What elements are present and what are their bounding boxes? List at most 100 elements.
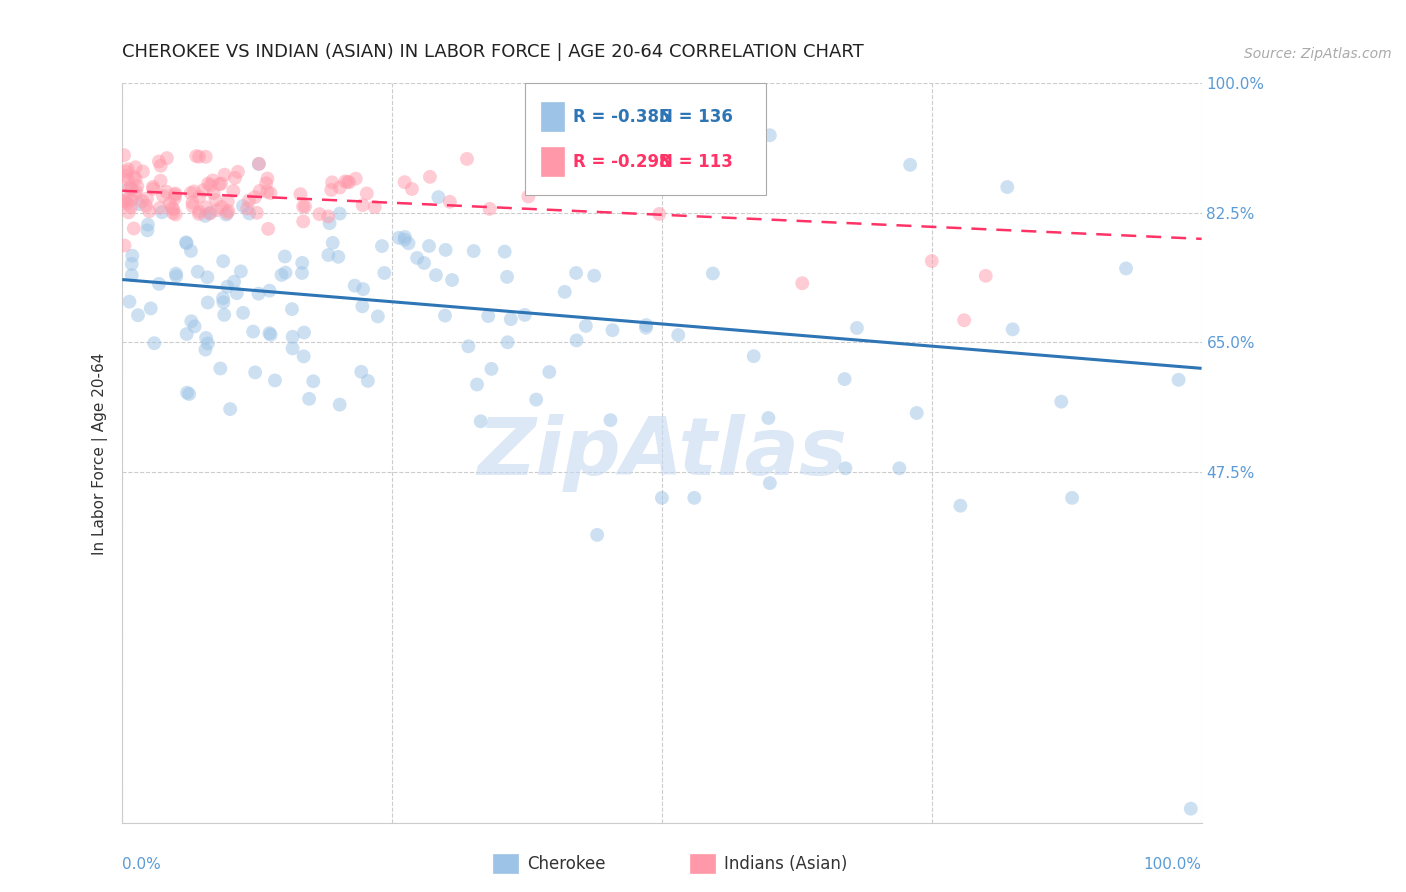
- Point: [270, 268, 292, 282]
- Point: [198, 206, 221, 220]
- Point: [200, 205, 222, 219]
- Point: [329, 206, 352, 220]
- Point: [834, 461, 856, 475]
- Point: [163, 191, 186, 205]
- Point: [388, 231, 411, 245]
- Point: [292, 214, 315, 228]
- Point: [291, 266, 314, 280]
- Point: [114, 238, 136, 252]
- Point: [121, 268, 143, 282]
- Point: [792, 277, 814, 291]
- Point: [224, 275, 246, 289]
- Point: [1060, 491, 1083, 505]
- Point: [149, 159, 172, 173]
- Point: [834, 372, 856, 386]
- Point: [596, 106, 619, 120]
- Point: [398, 236, 420, 251]
- Point: [256, 185, 278, 199]
- Point: [496, 335, 519, 350]
- Point: [162, 202, 184, 217]
- Point: [401, 182, 423, 196]
- Point: [135, 199, 157, 213]
- Point: [343, 278, 366, 293]
- Point: [257, 222, 280, 236]
- Point: [194, 150, 217, 164]
- Point: [149, 174, 172, 188]
- Point: [143, 336, 166, 351]
- Point: [565, 266, 588, 280]
- Point: [156, 151, 179, 165]
- Point: [439, 194, 461, 209]
- Point: [264, 374, 287, 388]
- Point: [683, 491, 706, 505]
- Point: [217, 194, 239, 209]
- Point: [136, 223, 159, 237]
- Point: [298, 392, 321, 406]
- Point: [201, 173, 224, 187]
- Point: [194, 343, 217, 357]
- Text: 0.0%: 0.0%: [122, 857, 160, 871]
- Point: [238, 206, 260, 220]
- Point: [599, 413, 621, 427]
- Point: [666, 328, 689, 343]
- Point: [974, 268, 997, 283]
- Point: [165, 267, 187, 281]
- Point: [256, 171, 278, 186]
- Point: [247, 157, 270, 171]
- Point: [118, 181, 141, 195]
- Point: [124, 187, 146, 202]
- Point: [328, 250, 350, 264]
- Point: [364, 200, 387, 214]
- Point: [259, 327, 281, 342]
- Point: [517, 189, 540, 203]
- Point: [188, 190, 211, 204]
- Point: [318, 216, 340, 230]
- Point: [165, 269, 187, 284]
- Point: [565, 334, 588, 348]
- Point: [188, 150, 211, 164]
- Point: [281, 330, 304, 344]
- Point: [163, 188, 186, 202]
- Point: [759, 476, 782, 491]
- Point: [1115, 261, 1137, 276]
- Point: [413, 256, 436, 270]
- Point: [219, 402, 242, 417]
- Point: [254, 177, 277, 191]
- Point: [187, 265, 209, 279]
- Point: [394, 175, 416, 189]
- Point: [1050, 394, 1073, 409]
- Text: Cherokee: Cherokee: [527, 855, 606, 872]
- Point: [373, 266, 395, 280]
- Text: Indians (Asian): Indians (Asian): [724, 855, 848, 872]
- Point: [142, 182, 165, 196]
- Point: [217, 204, 239, 219]
- Point: [274, 266, 297, 280]
- Point: [243, 190, 266, 204]
- Point: [465, 377, 488, 392]
- Point: [176, 385, 198, 400]
- Point: [292, 350, 315, 364]
- Point: [321, 175, 343, 189]
- Point: [212, 291, 235, 305]
- Point: [242, 325, 264, 339]
- Point: [125, 172, 148, 186]
- Point: [336, 175, 359, 189]
- Point: [224, 170, 246, 185]
- Point: [114, 194, 136, 209]
- Point: [634, 320, 657, 334]
- Point: [329, 180, 352, 194]
- Point: [127, 308, 149, 322]
- Point: [212, 308, 235, 322]
- Point: [367, 310, 389, 324]
- Point: [138, 204, 160, 219]
- Point: [232, 199, 254, 213]
- Point: [229, 264, 252, 278]
- Point: [394, 230, 416, 244]
- Point: [494, 244, 516, 259]
- Point: [148, 277, 170, 291]
- Point: [121, 181, 143, 195]
- Point: [352, 282, 374, 296]
- Point: [316, 210, 339, 224]
- Point: [136, 218, 159, 232]
- Point: [478, 202, 501, 216]
